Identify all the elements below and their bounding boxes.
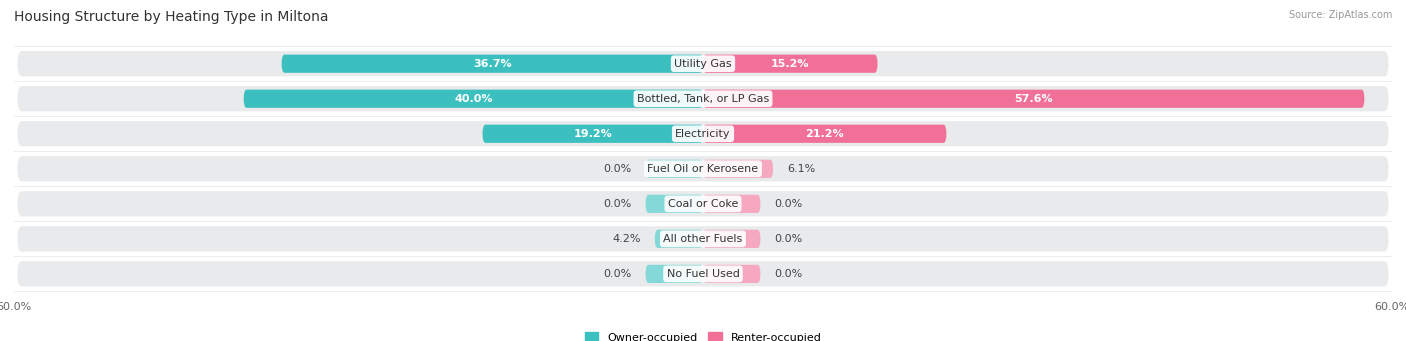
Text: Fuel Oil or Kerosene: Fuel Oil or Kerosene [647, 164, 759, 174]
FancyBboxPatch shape [482, 125, 703, 143]
FancyBboxPatch shape [645, 265, 703, 283]
FancyBboxPatch shape [17, 156, 1389, 181]
Text: 0.0%: 0.0% [603, 269, 631, 279]
FancyBboxPatch shape [645, 160, 703, 178]
Legend: Owner-occupied, Renter-occupied: Owner-occupied, Renter-occupied [581, 328, 825, 341]
FancyBboxPatch shape [703, 160, 773, 178]
Text: Bottled, Tank, or LP Gas: Bottled, Tank, or LP Gas [637, 94, 769, 104]
Text: Source: ZipAtlas.com: Source: ZipAtlas.com [1288, 10, 1392, 20]
Text: 15.2%: 15.2% [770, 59, 810, 69]
Text: 40.0%: 40.0% [454, 94, 492, 104]
Text: 0.0%: 0.0% [775, 269, 803, 279]
Text: 0.0%: 0.0% [775, 199, 803, 209]
Text: 0.0%: 0.0% [775, 234, 803, 244]
FancyBboxPatch shape [703, 195, 761, 213]
Text: 0.0%: 0.0% [603, 164, 631, 174]
FancyBboxPatch shape [703, 230, 761, 248]
FancyBboxPatch shape [17, 191, 1389, 217]
Text: Housing Structure by Heating Type in Miltona: Housing Structure by Heating Type in Mil… [14, 10, 329, 24]
FancyBboxPatch shape [17, 51, 1389, 76]
Text: All other Fuels: All other Fuels [664, 234, 742, 244]
FancyBboxPatch shape [655, 230, 703, 248]
FancyBboxPatch shape [703, 125, 946, 143]
Text: Utility Gas: Utility Gas [675, 59, 731, 69]
FancyBboxPatch shape [243, 90, 703, 108]
Text: 36.7%: 36.7% [472, 59, 512, 69]
FancyBboxPatch shape [281, 55, 703, 73]
FancyBboxPatch shape [703, 90, 1364, 108]
FancyBboxPatch shape [17, 121, 1389, 146]
Text: 4.2%: 4.2% [613, 234, 641, 244]
Text: Electricity: Electricity [675, 129, 731, 139]
FancyBboxPatch shape [17, 226, 1389, 251]
Text: 0.0%: 0.0% [603, 199, 631, 209]
Text: 21.2%: 21.2% [806, 129, 844, 139]
Text: 19.2%: 19.2% [574, 129, 612, 139]
Text: 6.1%: 6.1% [787, 164, 815, 174]
Text: No Fuel Used: No Fuel Used [666, 269, 740, 279]
Text: 57.6%: 57.6% [1014, 94, 1053, 104]
FancyBboxPatch shape [17, 86, 1389, 112]
Text: Coal or Coke: Coal or Coke [668, 199, 738, 209]
FancyBboxPatch shape [645, 195, 703, 213]
FancyBboxPatch shape [703, 55, 877, 73]
FancyBboxPatch shape [703, 265, 761, 283]
FancyBboxPatch shape [17, 261, 1389, 286]
